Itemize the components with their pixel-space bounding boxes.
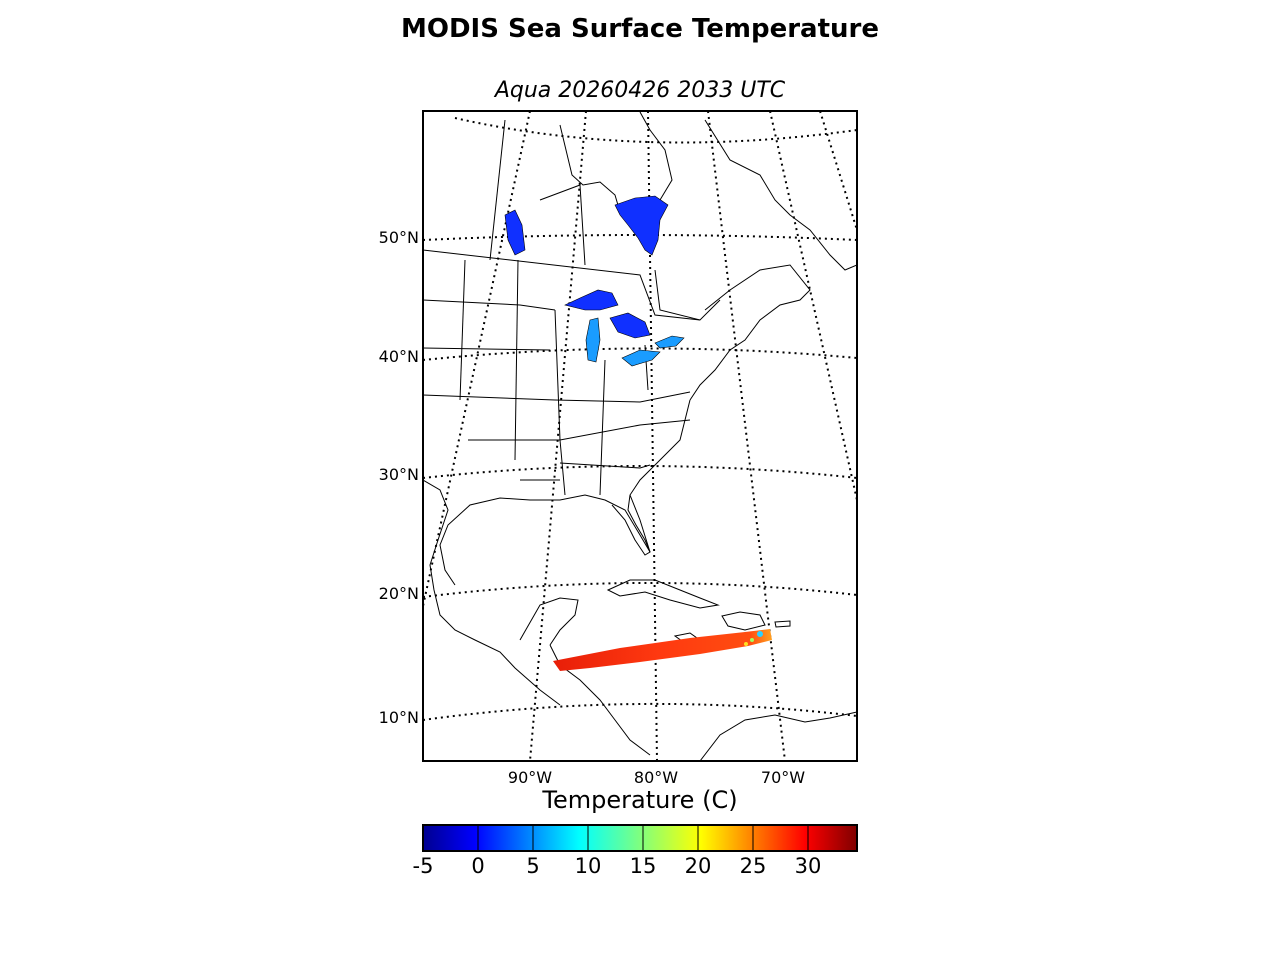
us-east-coast xyxy=(627,399,691,553)
colorbar-tick-label: 25 xyxy=(739,854,767,878)
lat-label: 40°N xyxy=(378,347,419,366)
meridian-100w xyxy=(423,111,531,611)
map-frame xyxy=(422,110,858,762)
parallel-10n xyxy=(423,702,857,721)
meridian-50w xyxy=(819,111,857,231)
hispaniola xyxy=(721,611,766,631)
cuba xyxy=(606,579,720,609)
map-area xyxy=(423,111,857,761)
colorbar xyxy=(422,824,858,852)
state-line-4 xyxy=(468,419,691,441)
colorbar-tick-label: 10 xyxy=(574,854,602,878)
province-line-1 xyxy=(539,184,586,266)
map-title: MODIS Sea Surface Temperature xyxy=(401,14,879,44)
colorbar-ticks xyxy=(477,825,809,851)
meridian-90w xyxy=(529,111,587,761)
colorbar-tick-label: 15 xyxy=(629,854,657,878)
parallel-20n xyxy=(423,581,857,598)
lat-label: 50°N xyxy=(378,228,419,247)
colorbar-tick-label: 20 xyxy=(684,854,712,878)
lake-erie-sst xyxy=(621,349,661,367)
meridian-70w xyxy=(707,111,786,761)
colorbar-tick-label: 0 xyxy=(471,854,485,878)
parallel-30n xyxy=(423,465,857,479)
state-line-2 xyxy=(423,347,551,351)
colorbar-tick-label: 30 xyxy=(794,854,822,878)
swath-speckle xyxy=(757,631,763,637)
florida xyxy=(611,494,651,556)
lake-michigan-sst xyxy=(585,317,601,363)
lat-label: 10°N xyxy=(378,708,419,727)
colorbar-title: Temperature (C) xyxy=(542,786,738,814)
us-canada-border xyxy=(423,249,701,321)
meridian-60w xyxy=(769,111,857,501)
lake-huron-sst xyxy=(609,312,651,339)
province-line-2 xyxy=(489,119,506,261)
political-borders xyxy=(423,119,721,496)
lon-label: 90°W xyxy=(507,768,553,787)
gulf-coast xyxy=(439,494,651,586)
south-america-coast xyxy=(699,711,857,761)
lat-label: 20°N xyxy=(378,584,419,603)
puerto-rico xyxy=(774,620,791,628)
state-line-1 xyxy=(423,299,556,311)
lat-label: 30°N xyxy=(378,465,419,484)
lon-label: 80°W xyxy=(633,768,679,787)
yucatan-coast xyxy=(519,597,579,646)
swath-speckle xyxy=(744,642,748,646)
colorbar-tick-label: 5 xyxy=(526,854,540,878)
lake-superior-sst xyxy=(564,289,619,311)
james-bay-sst xyxy=(614,195,669,256)
lake-winnipeg-sst xyxy=(504,209,526,256)
swath-speckle xyxy=(750,638,754,642)
state-line-6 xyxy=(459,259,466,401)
maritimes-coast xyxy=(689,264,811,401)
lon-label: 70°W xyxy=(760,768,806,787)
state-line-8 xyxy=(599,359,606,496)
modis-swath xyxy=(553,629,772,671)
state-line-7 xyxy=(554,309,566,496)
state-line-3 xyxy=(423,391,691,403)
state-line-10 xyxy=(559,462,651,469)
labrador-coast xyxy=(704,119,857,271)
map-subtitle: Aqua 20260426 2033 UTC xyxy=(494,78,786,103)
colorbar-tick-label: -5 xyxy=(412,854,434,878)
mexico-coast xyxy=(423,479,561,706)
state-line-5 xyxy=(514,259,519,461)
parallel-40n xyxy=(423,347,857,361)
province-line-3 xyxy=(654,269,721,321)
lake-ontario-sst xyxy=(654,335,685,349)
